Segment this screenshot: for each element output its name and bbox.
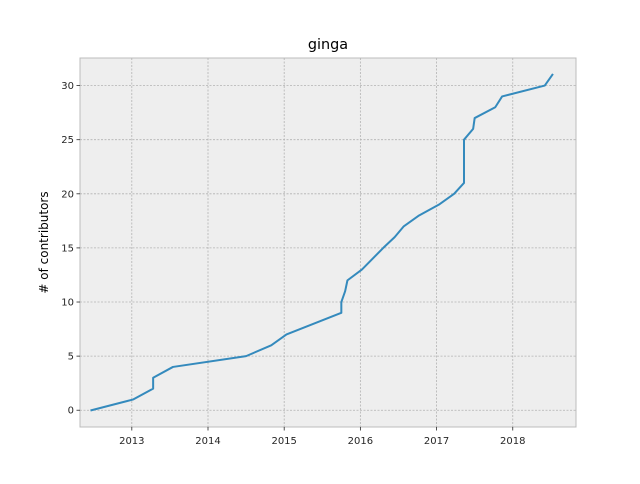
x-tick-label: 2018 [500, 436, 525, 447]
y-tick-label: 10 [61, 298, 74, 309]
y-axis-label: # of contributors [37, 191, 51, 293]
x-tick-label: 2017 [424, 436, 449, 447]
y-tick-label: 30 [61, 81, 74, 92]
y-tick-label: 0 [68, 406, 74, 417]
x-tick-label: 2016 [348, 436, 373, 447]
series-group [90, 73, 554, 412]
x-tick-label: 2014 [195, 436, 220, 447]
series-line-0 [90, 73, 554, 412]
y-tick-label: 5 [68, 352, 74, 363]
y-axis: 0 5 10 15 20 25 30 [61, 81, 80, 417]
y-tick-label: 25 [61, 135, 74, 146]
x-tick-label: 2015 [271, 436, 296, 447]
x-axis: 2013 2014 2015 2016 2017 2018 [119, 427, 525, 447]
y-tick-label: 15 [61, 243, 74, 254]
chart-title: ginga [308, 37, 348, 53]
grid-lines [80, 58, 576, 427]
x-tick-label: 2013 [119, 436, 144, 447]
plot-area [79, 57, 577, 428]
y-tick-label: 20 [61, 189, 74, 200]
